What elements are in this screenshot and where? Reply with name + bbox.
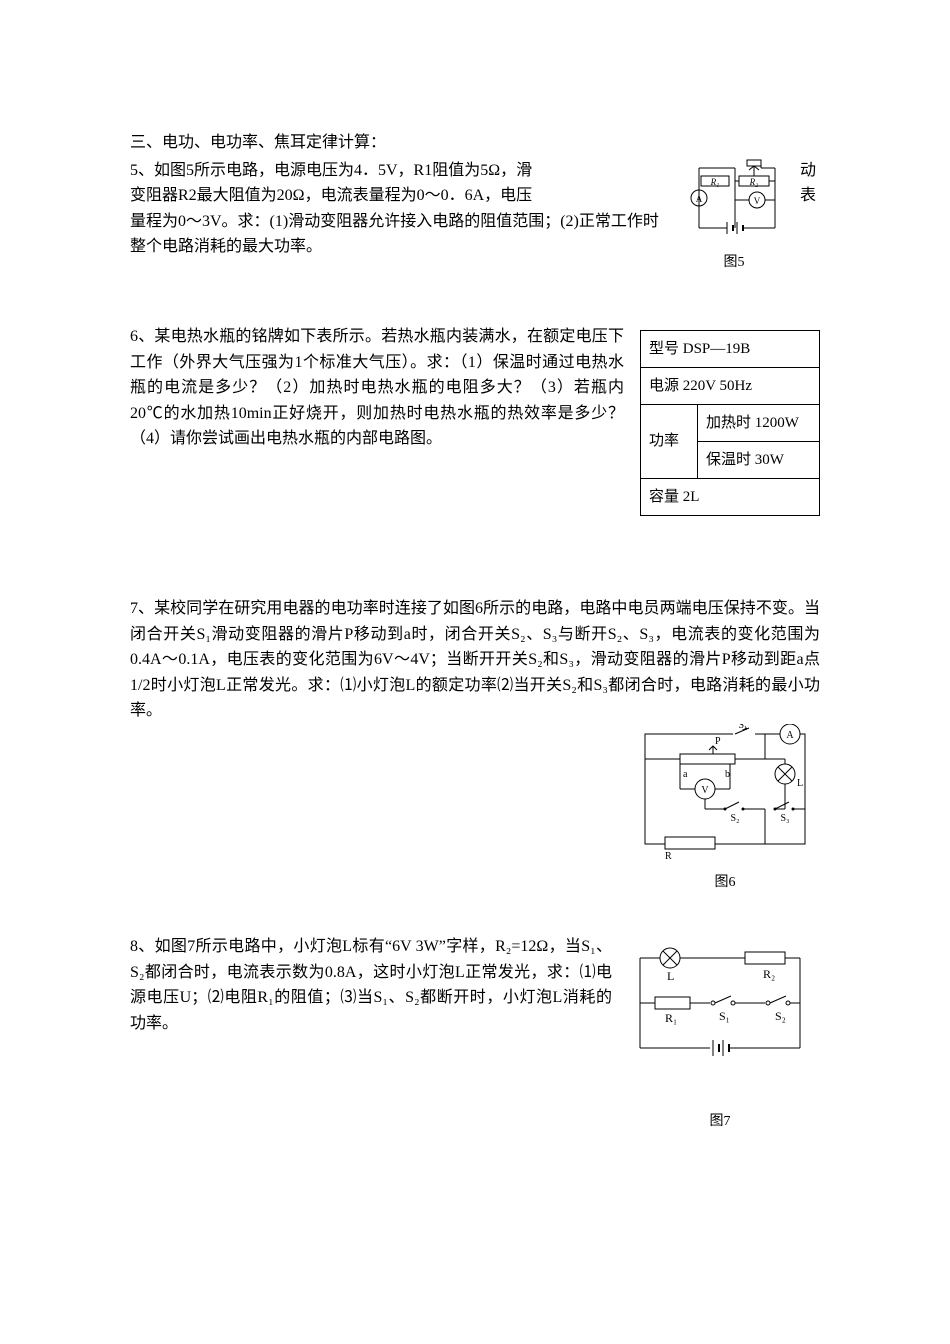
a-pt: a [683,769,688,780]
figure-5: R₁ A R₂ V [674,158,794,274]
r1-label-8: R₁ [665,1011,677,1025]
spec-heat-power: 加热时 1200W [698,404,820,441]
problem-6: 6、某电热水瓶的铭牌如下表所示。若热水瓶内装满水，在额定电压下工作（外界大气压强… [130,324,820,516]
l-label: L [797,778,803,789]
problem-5: 5、如图5所示电路，电源电压为4．5V，R1阻值为5Ω，滑 变阻器R2最大阻值为… [130,158,820,274]
spec-power-label: 功率 [641,404,698,478]
section-title: 三、电功、电功率、焦耳定律计算： [130,130,820,156]
circuit-5-svg: R₁ A R₂ V [679,158,789,248]
a-label: A [786,730,794,741]
p5-line2-l: 变阻器R2最大阻值为20Ω，电流表量程为0～0．6A，电压 [130,187,532,204]
figure-7: L R₂ R₁ S₁ S₂ [620,938,820,1133]
problem-6-text: 6、某电热水瓶的铭牌如下表所示。若热水瓶内装满水，在额定电压下工作（外界大气压强… [130,324,624,452]
figure7-caption: 图7 [620,1111,820,1133]
ammeter-label: A [696,194,703,204]
spec-power-supply: 电源 220V 50Hz [641,367,820,404]
s3-label: S₃ [780,813,789,824]
spec-capacity: 容量 2L [641,478,820,515]
spec-model: 型号 DSP—19B [641,330,820,367]
p5-line2-r: 表 [800,187,816,204]
problem-7: 7、某校同学在研究用电器的电功率时连接了如图6所示的电路，电路中电员两端电压保持… [130,596,820,894]
r1-label: R₁ [710,177,720,187]
voltmeter-label: V [754,196,761,206]
problem-7-text: 7、某校同学在研究用电器的电功率时连接了如图6所示的电路，电路中电员两端电压保持… [130,596,820,724]
p5-line1-r: 动 [800,162,816,179]
spec-table: 型号 DSP—19B 电源 220V 50Hz 功率 加热时 1200W 保温时… [640,330,820,516]
problem-5-text: 5、如图5所示电路，电源电压为4．5V，R1阻值为5Ω，滑 变阻器R2最大阻值为… [130,158,668,260]
r2-label-8: R₂ [763,967,775,981]
figure5-caption: 图5 [674,252,794,274]
p5-rest: 量程为0～3V。求：(1)滑动变阻器允许接入电路的阻值范围；(2)正常工作时整个… [130,213,659,256]
b-pt: b [725,769,730,780]
p5-line1-l: 5、如图5所示电路，电源电压为4．5V，R1阻值为5Ω，滑 [130,162,532,179]
p5-trail: 动 表 [800,158,820,209]
r2-label: R₂ [749,177,759,187]
s2-label: S₂ [730,813,739,824]
figure-6: S₁ A P a b [630,724,820,894]
page-content: 三、电功、电功率、焦耳定律计算： 5、如图5所示电路，电源电压为4．5V，R1阻… [0,0,950,1233]
r-label: R [665,851,672,859]
circuit-7-svg: L R₂ R₁ S₁ S₂ [625,938,815,1068]
circuit-6-svg: S₁ A P a b [635,724,815,859]
figure6-caption: 图6 [630,872,820,894]
p-label: P [715,736,721,747]
s2-label-8: S₂ [775,1009,786,1023]
spec-keep-power: 保温时 30W [698,441,820,478]
s1-label-8: S₁ [719,1009,730,1023]
s1-label: S₁ [738,724,747,731]
l-label-8: L [667,969,674,983]
v-label: V [701,785,709,796]
problem-8: L R₂ R₁ S₁ S₂ [130,934,820,1133]
